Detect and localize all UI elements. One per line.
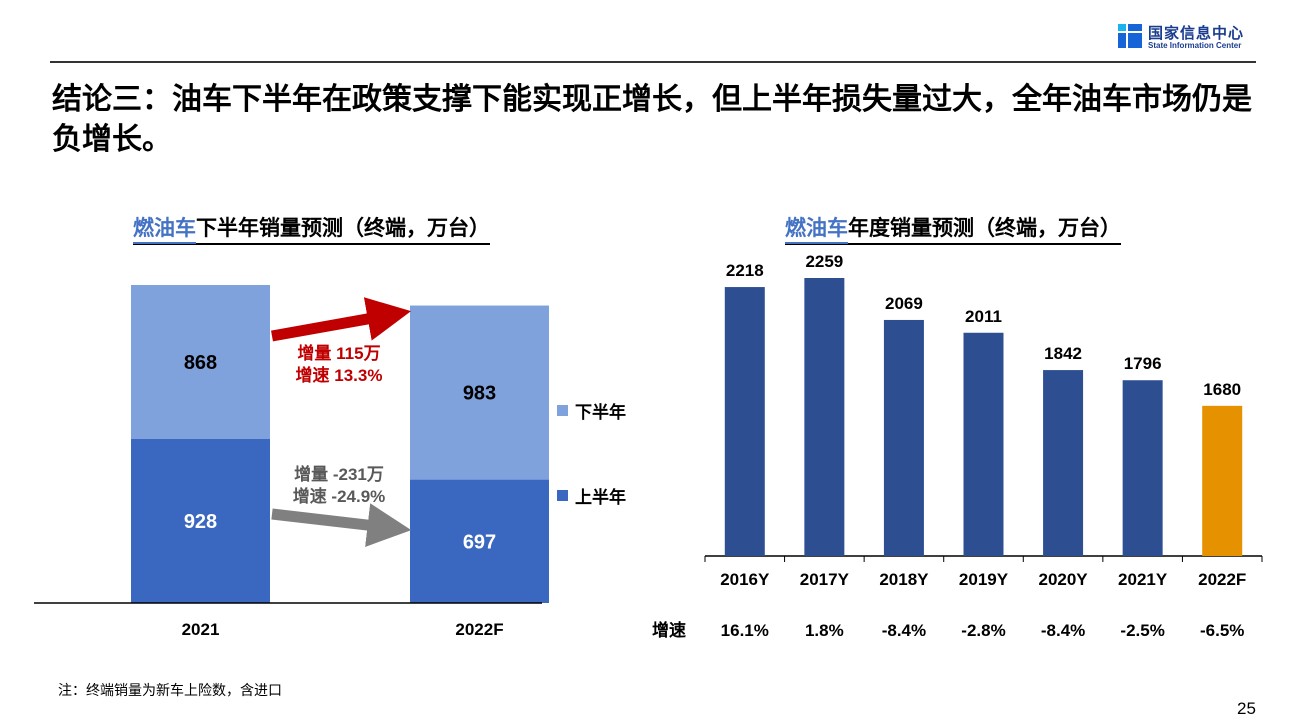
bar-2020Y (1043, 370, 1084, 556)
data-label: 1680 (1203, 380, 1241, 399)
logo-text-cn: 国家信息中心 (1148, 24, 1245, 42)
x-tick-label: 2016Y (720, 570, 770, 589)
half-year-stacked-bar-chart: 928 868 2021 697 983 2022F 增量 115万 增速 13.3% 增… (34, 285, 626, 639)
increase-arrow (271, 297, 412, 342)
bar-2022F (1202, 405, 1243, 556)
growth-rate-label: -2.5% (1120, 621, 1164, 640)
chart-title-rest: 下半年销量预测（终端，万台） (196, 216, 490, 240)
decrease-arrow (271, 503, 412, 547)
data-label: 1796 (1124, 354, 1162, 373)
state-information-center-logo-icon (1118, 24, 1142, 48)
chart-title-half-year: 燃油车下半年销量预测（终端，万台） (133, 214, 490, 245)
x-tick-label: 2021Y (1118, 570, 1168, 589)
bar-2017Y (804, 278, 845, 556)
x-tick-label: 2019Y (959, 570, 1009, 589)
growth-rate-label: -8.4% (1041, 621, 1085, 640)
x-tick-label: 2022F (455, 620, 503, 639)
data-label-h2: 983 (463, 383, 496, 405)
bar-2021Y (1122, 380, 1163, 556)
growth-rate-label: -6.5% (1200, 621, 1244, 640)
data-label: 2069 (885, 294, 923, 313)
x-tick-label: 2021 (182, 620, 220, 639)
bar-2019Y (963, 332, 1004, 556)
increase-amount-annotation: 增量 115万 (297, 343, 380, 363)
logo: 国家信息中心 State Information Center (1118, 22, 1258, 52)
header-divider (50, 61, 1256, 63)
growth-rate-label: -8.4% (882, 621, 926, 640)
bar-segment-h2-2021 (131, 285, 270, 439)
increase-rate-annotation: 增速 13.3% (296, 365, 383, 385)
legend-swatch-h1 (557, 490, 568, 501)
decrease-amount-annotation: 增量 -231万 (294, 464, 384, 484)
data-label-h1: 928 (184, 511, 217, 533)
legend-swatch-h2 (557, 405, 568, 416)
footnote: 注：终端销量为新车上险数，含进口 (58, 683, 282, 699)
legend-label-h2: 下半年 (575, 402, 626, 422)
decrease-rate-annotation: 增速 -24.9% (293, 486, 386, 506)
growth-row-label: 增速 (652, 620, 686, 640)
x-tick-label: 2022F (1198, 570, 1246, 589)
bar-2016Y (724, 287, 765, 556)
growth-rate-label: 1.8% (805, 621, 844, 640)
page-title: 结论三：油车下半年在政策支撑下能实现正增长，但上半年损失量过大，全年油车市场仍是… (52, 82, 1252, 157)
page-number: 25 (1237, 699, 1256, 718)
data-label: 2011 (965, 307, 1002, 326)
bar-2018Y (883, 319, 924, 556)
data-label: 2259 (805, 252, 843, 271)
annual-bar-chart: 2218 2016Y 16.1% 2259 2017Y 1.8% 2069 2018Y -8.4… (652, 252, 1263, 640)
data-label: 2218 (726, 261, 764, 280)
growth-rate-label: 16.1% (721, 621, 769, 640)
bar-segment-h1-2022F (410, 479, 549, 603)
data-label: 1842 (1044, 344, 1082, 363)
legend-label-h1: 上半年 (575, 487, 626, 507)
growth-rate-label: -2.8% (961, 621, 1005, 640)
x-tick-label: 2018Y (879, 570, 929, 589)
bar-segment-h1-2021 (131, 438, 270, 603)
x-tick-label: 2020Y (1038, 570, 1088, 589)
chart-title-highlight: 燃油车 (133, 214, 196, 244)
data-label-h2: 868 (184, 352, 217, 374)
chart-title-rest: 年度销量预测（终端，万台） (848, 216, 1121, 240)
data-label-h1: 697 (463, 531, 496, 553)
logo-text-en: State Information Center (1148, 41, 1242, 50)
chart-title-annual: 燃油车年度销量预测（终端，万台） (785, 214, 1121, 245)
bar-segment-h2-2022F (410, 305, 549, 480)
x-tick-label: 2017Y (800, 570, 850, 589)
chart-title-highlight: 燃油车 (785, 214, 848, 244)
